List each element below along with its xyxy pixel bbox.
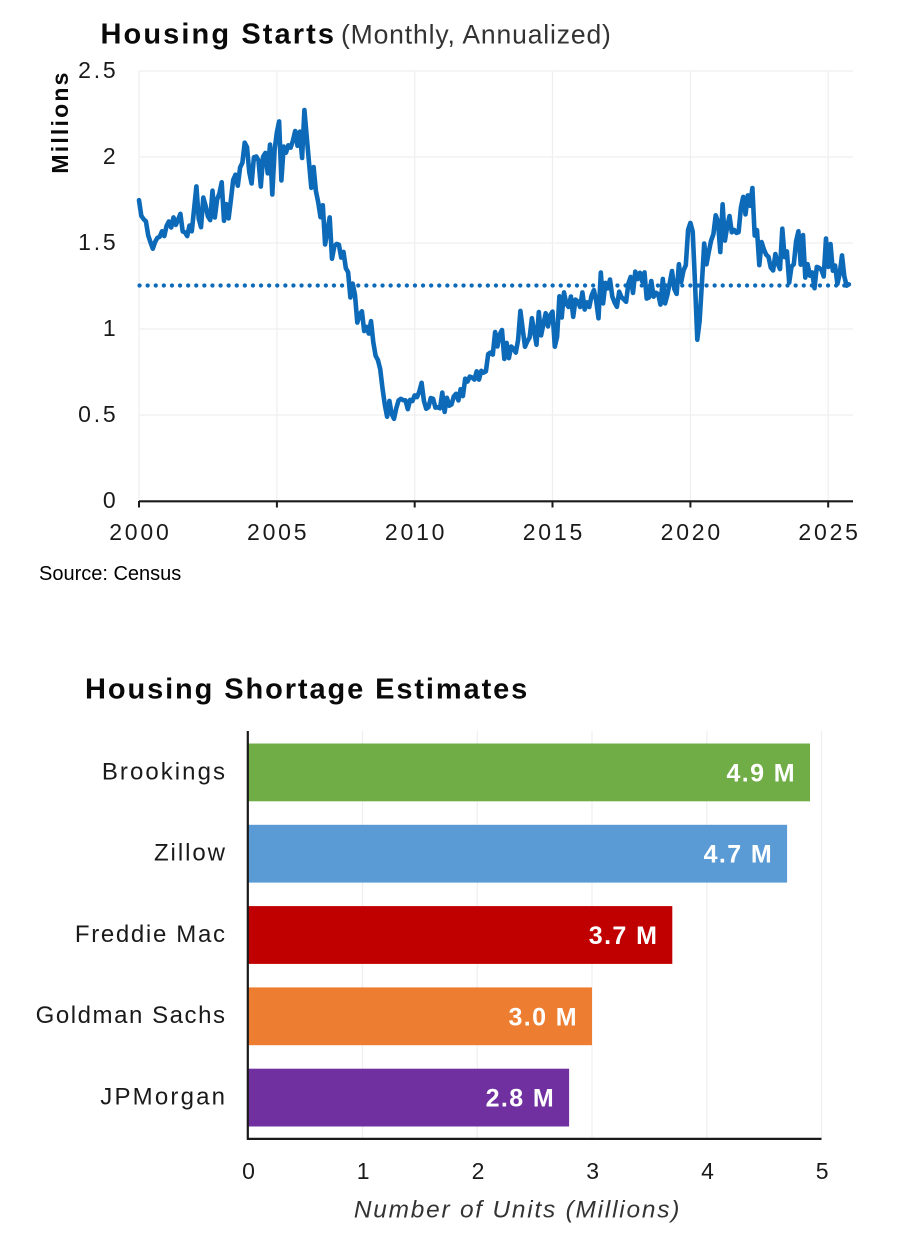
svg-text:0: 0 [103, 487, 119, 513]
svg-text:2025: 2025 [798, 519, 860, 545]
svg-text:2015: 2015 [523, 519, 585, 545]
svg-text:JPMorgan: JPMorgan [100, 1084, 227, 1111]
svg-text:0: 0 [242, 1158, 255, 1184]
svg-text:2005: 2005 [247, 519, 309, 545]
svg-text:3: 3 [586, 1158, 599, 1184]
svg-text:3.0 M: 3.0 M [508, 1003, 578, 1031]
svg-text:4: 4 [701, 1158, 714, 1184]
svg-text:2: 2 [103, 143, 119, 169]
svg-text:2.5: 2.5 [78, 57, 118, 83]
svg-text:Millions: Millions [47, 70, 73, 173]
svg-text:Freddie Mac: Freddie Mac [75, 921, 227, 948]
svg-text:2.8 M: 2.8 M [486, 1085, 556, 1113]
svg-text:4.9 M: 4.9 M [726, 759, 796, 787]
svg-text:3.7 M: 3.7 M [589, 922, 659, 950]
svg-text:1: 1 [103, 315, 119, 341]
svg-text:2: 2 [472, 1158, 485, 1184]
svg-text:1.5: 1.5 [78, 229, 118, 255]
svg-text:1: 1 [357, 1158, 370, 1184]
svg-text:(Monthly, Annualized): (Monthly, Annualized) [341, 20, 612, 50]
svg-text:2000: 2000 [109, 519, 171, 545]
svg-text:Housing Starts: Housing Starts [101, 19, 337, 51]
svg-text:Housing Shortage Estimates: Housing Shortage Estimates [85, 674, 529, 706]
svg-text:0.5: 0.5 [78, 401, 118, 427]
svg-text:Number of Units (Millions): Number of Units (Millions) [354, 1197, 681, 1224]
svg-text:Source: Census: Source: Census [39, 563, 181, 585]
svg-text:2010: 2010 [385, 519, 447, 545]
svg-text:Goldman Sachs: Goldman Sachs [36, 1002, 227, 1029]
svg-text:2020: 2020 [661, 519, 723, 545]
svg-text:Brookings: Brookings [102, 758, 227, 785]
svg-text:4.7 M: 4.7 M [704, 841, 774, 869]
svg-text:5: 5 [816, 1158, 829, 1184]
svg-text:Zillow: Zillow [154, 840, 227, 867]
